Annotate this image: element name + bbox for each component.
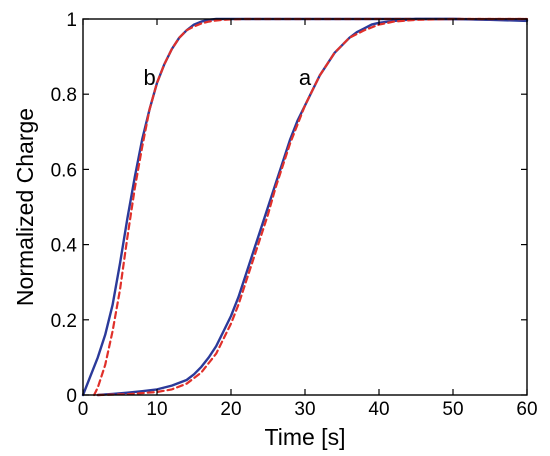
curve-a-fit-line xyxy=(96,17,529,397)
y-tick-label: 0.8 xyxy=(51,85,77,106)
x-tick-label: 40 xyxy=(368,399,389,420)
x-axis-title: Time [s] xyxy=(265,424,346,450)
curve-label-a: a xyxy=(299,65,312,90)
tick-labels-layer: 0 10 20 30 40 50 60 0 0.2 0.4 0.6 0.8 1 xyxy=(51,10,538,420)
y-tick-label: 0.6 xyxy=(51,160,77,181)
curve-a-measured-line xyxy=(96,17,529,397)
x-tick-label: 60 xyxy=(516,399,537,420)
y-tick-label: 0.2 xyxy=(51,311,77,332)
x-tick-label: 30 xyxy=(294,399,315,420)
y-tick-label: 0.4 xyxy=(51,236,78,257)
x-tick-label: 0 xyxy=(78,399,89,420)
curve-label-b: b xyxy=(143,65,155,90)
ticks-layer xyxy=(82,18,528,396)
y-axis-title: Normalized Charge xyxy=(12,108,38,306)
x-tick-label: 50 xyxy=(442,399,463,420)
y-tick-label: 1 xyxy=(66,10,77,31)
x-tick-label: 10 xyxy=(146,399,167,420)
y-tick-label: 0 xyxy=(66,386,77,407)
x-tick-label: 20 xyxy=(220,399,241,420)
